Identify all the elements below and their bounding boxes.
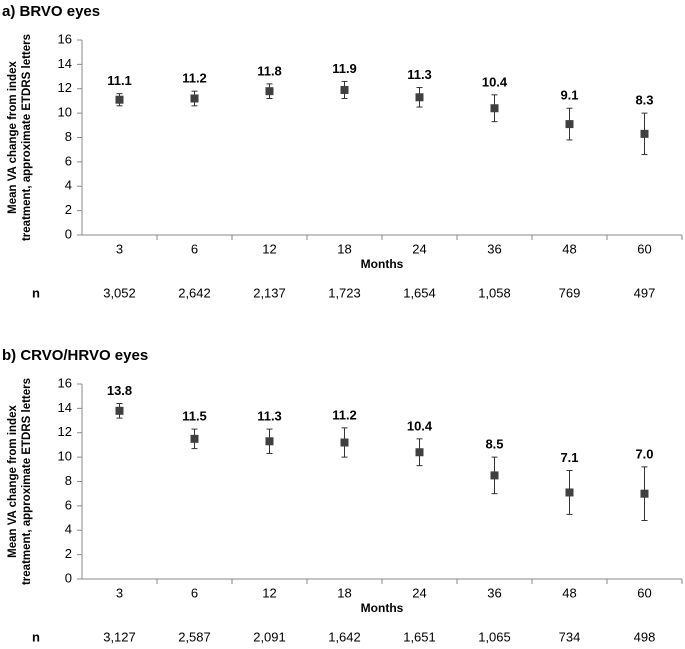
data-label: 7.0 [635, 446, 653, 461]
y-tick-label: 0 [65, 226, 72, 241]
y-tick-label: 12 [58, 424, 72, 439]
y-tick-label: 14 [58, 400, 72, 415]
n-value: 734 [559, 629, 581, 644]
x-tick-label: 12 [262, 241, 276, 256]
y-axis-title-line: treatment, approximate ETDRS letters [21, 378, 33, 585]
data-label: 11.8 [257, 63, 282, 78]
n-value: 1,723 [328, 285, 361, 300]
x-axis-title: Months [361, 257, 404, 271]
x-tick-label: 48 [562, 241, 576, 256]
y-tick-label: 2 [65, 202, 72, 217]
data-label: 11.3 [407, 67, 432, 82]
point [565, 488, 574, 497]
n-value: 1,654 [403, 285, 436, 300]
x-tick-label: 24 [412, 241, 426, 256]
x-tick-label: 6 [191, 585, 198, 600]
n-value: 1,058 [478, 285, 511, 300]
point [415, 93, 424, 102]
n-value: 1,642 [328, 629, 361, 644]
data-label: 10.4 [482, 74, 508, 89]
y-tick-label: 8 [65, 473, 72, 488]
point [415, 448, 424, 457]
chart-title: b) CRVO/HRVO eyes [2, 347, 148, 364]
n-value: 497 [634, 285, 656, 300]
n-label: n [32, 285, 40, 300]
point [115, 95, 124, 104]
x-tick-label: 18 [337, 585, 351, 600]
y-tick-label: 10 [58, 105, 72, 120]
x-tick-label: 18 [337, 241, 351, 256]
n-value: 2,642 [178, 285, 211, 300]
data-label: 11.2 [182, 71, 207, 86]
data-label: 11.3 [257, 409, 282, 424]
data-label: 8.5 [485, 437, 503, 452]
y-tick-label: 8 [65, 129, 72, 144]
n-label: n [32, 629, 40, 644]
n-value: 2,091 [253, 629, 286, 644]
x-tick-label: 24 [412, 585, 426, 600]
data-label: 9.1 [560, 88, 578, 103]
point [190, 94, 199, 103]
y-tick-label: 2 [65, 546, 72, 561]
y-tick-label: 10 [58, 449, 72, 464]
n-value: 3,052 [103, 285, 136, 300]
x-tick-label: 6 [191, 241, 198, 256]
n-value: 1,651 [403, 629, 436, 644]
x-tick-label: 48 [562, 585, 576, 600]
x-tick-label: 60 [637, 241, 651, 256]
point [340, 438, 349, 447]
x-tick-label: 36 [487, 585, 501, 600]
x-tick-label: 3 [116, 241, 123, 256]
y-tick-label: 6 [65, 153, 72, 168]
data-label: 11.5 [182, 409, 207, 424]
x-axis-title: Months [361, 601, 404, 615]
y-tick-label: 12 [58, 80, 72, 95]
n-value: 498 [634, 629, 656, 644]
x-tick-label: 3 [116, 585, 123, 600]
data-label: 8.3 [635, 93, 653, 108]
y-axis-title-line: Mean VA change from index [7, 405, 19, 558]
data-label: 11.2 [332, 407, 357, 422]
x-tick-label: 36 [487, 241, 501, 256]
point [565, 120, 574, 129]
data-label: 11.1 [107, 73, 132, 88]
n-value: 1,065 [478, 629, 511, 644]
point [640, 129, 649, 138]
x-tick-label: 12 [262, 585, 276, 600]
point [640, 489, 649, 498]
y-axis-title-line: treatment, approximate ETDRS letters [21, 34, 33, 241]
point [115, 406, 124, 415]
n-value: 3,127 [103, 629, 136, 644]
point [265, 437, 274, 446]
y-tick-label: 4 [65, 178, 72, 193]
x-tick-label: 60 [637, 585, 651, 600]
y-axis-title-line: Mean VA change from index [7, 61, 19, 214]
y-axis-title: Mean VA change from index treatment, appr… [7, 34, 33, 241]
y-tick-label: 4 [65, 522, 72, 537]
n-value: 2,137 [253, 285, 286, 300]
y-tick-label: 16 [58, 31, 72, 46]
point [490, 471, 499, 480]
n-value: 769 [559, 285, 581, 300]
point [490, 104, 499, 113]
data-label: 13.8 [107, 383, 132, 398]
data-label: 10.4 [407, 418, 433, 433]
y-tick-label: 6 [65, 497, 72, 512]
data-label: 11.9 [332, 61, 357, 76]
point [265, 87, 274, 96]
y-tick-label: 14 [58, 56, 72, 71]
y-tick-label: 0 [65, 570, 72, 585]
point [190, 434, 199, 443]
y-tick-label: 16 [58, 375, 72, 390]
chart-title: a) BRVO eyes [2, 3, 100, 20]
n-value: 2,587 [178, 629, 211, 644]
y-axis-title: Mean VA change from index treatment, appr… [7, 378, 33, 585]
point [340, 85, 349, 94]
data-label: 7.1 [560, 450, 578, 465]
